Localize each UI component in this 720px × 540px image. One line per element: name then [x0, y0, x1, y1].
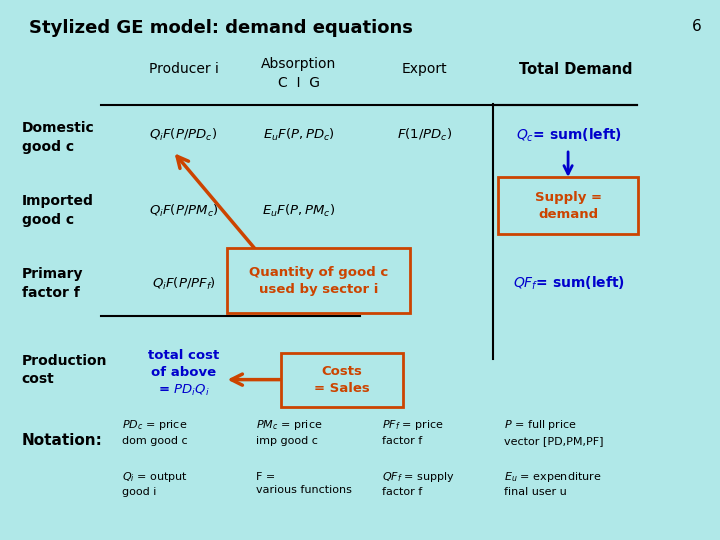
Text: Quantity of good c
used by sector i: Quantity of good c used by sector i: [249, 266, 389, 296]
Text: $E_uF(P,PD_c)$: $E_uF(P,PD_c)$: [263, 127, 335, 143]
Text: $PF_f$ = price
factor f: $PF_f$ = price factor f: [382, 418, 444, 445]
Text: $E_u$ = expenditure
final user u: $E_u$ = expenditure final user u: [504, 470, 601, 497]
Text: $QF_f$ = supply
factor f: $QF_f$ = supply factor f: [382, 470, 454, 497]
Text: total cost
of above
= $PD_iQ_i$: total cost of above = $PD_iQ_i$: [148, 349, 219, 398]
Text: Supply =
demand: Supply = demand: [534, 191, 602, 221]
Text: Notation:: Notation:: [22, 433, 102, 448]
Text: Primary
factor f: Primary factor f: [22, 267, 83, 300]
Text: $E_uF(P,PM_c)$: $E_uF(P,PM_c)$: [262, 202, 336, 219]
Text: Costs
= Sales: Costs = Sales: [314, 364, 370, 395]
Text: $F(1/PD_c)$: $F(1/PD_c)$: [397, 127, 452, 143]
Text: Absorption: Absorption: [261, 57, 336, 71]
Text: $P$ = full price
vector [PD,PM,PF]: $P$ = full price vector [PD,PM,PF]: [504, 418, 603, 445]
Text: Export: Export: [402, 62, 448, 76]
Text: Domestic
good c: Domestic good c: [22, 122, 94, 154]
Text: Stylized GE model: demand equations: Stylized GE model: demand equations: [29, 19, 413, 37]
FancyBboxPatch shape: [498, 177, 638, 234]
Text: $Q_iF(P/PD_c)$: $Q_iF(P/PD_c)$: [150, 127, 217, 143]
Text: $Q_iF(P/PM_c)$: $Q_iF(P/PM_c)$: [149, 202, 218, 219]
Text: Production
cost: Production cost: [22, 354, 107, 386]
Text: Total Demand: Total Demand: [519, 62, 633, 77]
Text: 6: 6: [692, 19, 702, 34]
Text: $Q_i$ = output
good i: $Q_i$ = output good i: [122, 470, 189, 497]
Text: C  I  G: C I G: [278, 76, 320, 90]
Text: F =
various functions: F = various functions: [256, 472, 351, 495]
FancyBboxPatch shape: [281, 353, 403, 407]
Text: $Q_iF(P/PF_f)$: $Q_iF(P/PF_f)$: [152, 275, 215, 292]
Text: $QF_f$= sum(left): $QF_f$= sum(left): [513, 275, 625, 292]
Text: $PM_c$ = price
imp good c: $PM_c$ = price imp good c: [256, 418, 322, 445]
Text: $PD_c$ = price
dom good c: $PD_c$ = price dom good c: [122, 418, 188, 445]
Text: $Q_c$= sum(left): $Q_c$= sum(left): [516, 126, 622, 144]
Text: Producer i: Producer i: [148, 62, 219, 76]
FancyBboxPatch shape: [227, 248, 410, 313]
Text: Imported
good c: Imported good c: [22, 194, 94, 227]
